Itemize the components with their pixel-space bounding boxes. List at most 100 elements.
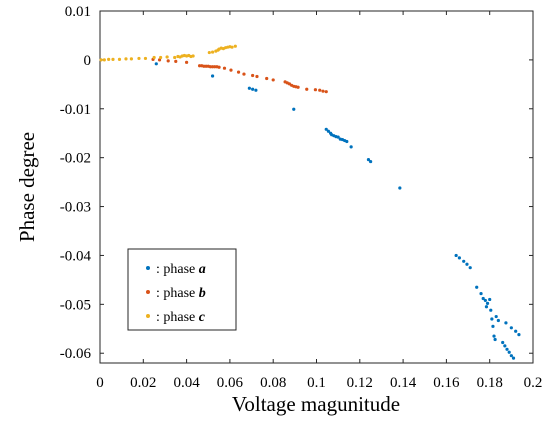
phase-a-point bbox=[488, 297, 492, 302]
phase-b-point bbox=[242, 72, 246, 76]
y-tick-label: -0.01 bbox=[60, 102, 91, 118]
phase-b-point bbox=[166, 59, 170, 63]
x-tick-label: 0.06 bbox=[217, 375, 244, 391]
phase-b-point bbox=[217, 65, 221, 69]
phase-b-point bbox=[222, 66, 227, 70]
legend-label-phase-c: : phase c bbox=[156, 310, 206, 325]
phase-a-point bbox=[503, 344, 507, 348]
y-tick-label: -0.05 bbox=[60, 297, 91, 313]
phase-a-point bbox=[496, 318, 500, 323]
x-tick-label: 0.02 bbox=[130, 375, 156, 391]
phase-a-point bbox=[493, 337, 497, 342]
phase-c-point bbox=[173, 55, 177, 60]
phase-a-point bbox=[491, 324, 495, 328]
legend-marker-phase-a bbox=[146, 266, 150, 270]
phase-a-point bbox=[514, 329, 518, 333]
x-tick-label: 0.08 bbox=[260, 375, 286, 391]
legend-label-phase-a: : phase a bbox=[156, 262, 206, 277]
phase-c-point bbox=[102, 58, 106, 62]
phase-a-point bbox=[254, 88, 258, 92]
phase-a-point bbox=[324, 127, 328, 131]
phase-a-point bbox=[454, 253, 458, 258]
phase-c-point bbox=[117, 57, 122, 62]
phase-c-point bbox=[230, 45, 234, 49]
phase-a-point bbox=[210, 74, 215, 78]
x-tick-label: 0.2 bbox=[524, 375, 543, 391]
phase-b-point bbox=[157, 58, 162, 62]
phase-b-point bbox=[271, 78, 275, 82]
phase-a-point bbox=[504, 321, 508, 325]
phase-a-point bbox=[398, 186, 402, 190]
phase-a-point bbox=[468, 266, 472, 270]
phase-b-point bbox=[321, 89, 325, 93]
x-tick-label: 0.04 bbox=[173, 375, 200, 391]
phase-c-point bbox=[143, 56, 148, 61]
phase-a-point bbox=[475, 285, 479, 289]
phase-a-point bbox=[251, 87, 255, 91]
y-axis: 0.01 0 -0.01 -0.02 -0.03 -0.04 -0.05 -0.06 bbox=[60, 4, 533, 362]
phase-a-point bbox=[507, 350, 511, 354]
phase-c-point bbox=[111, 57, 115, 62]
legend-label-phase-b: : phase b bbox=[156, 286, 206, 301]
phase-a-point bbox=[481, 296, 485, 301]
phase-a-point bbox=[509, 326, 513, 330]
phase-a-point bbox=[465, 262, 469, 266]
phase-b-point bbox=[296, 85, 300, 89]
phase-a-point bbox=[485, 301, 490, 305]
y-tick-label: -0.02 bbox=[60, 151, 91, 167]
phase-b-point bbox=[305, 87, 309, 91]
phase-b-point bbox=[255, 74, 259, 79]
phase-c-point bbox=[233, 44, 237, 48]
phase-a-point bbox=[292, 107, 296, 111]
phase-b-point bbox=[174, 59, 178, 63]
phase-c-point bbox=[159, 55, 163, 60]
x-tick-label: 0.16 bbox=[433, 375, 460, 391]
phase-b-point bbox=[265, 76, 269, 81]
x-tick-label: 0.14 bbox=[390, 375, 417, 391]
phase-a-point bbox=[154, 62, 158, 66]
legend: : phase a : phase b : phase c bbox=[127, 248, 237, 331]
phase-c-point bbox=[165, 55, 169, 59]
x-axis: 0 0.02 0.04 0.06 0.08 0.1 0.12 0.14 0.16 0.18 0.2 bbox=[96, 11, 542, 391]
y-axis-title: Phase degree bbox=[15, 132, 39, 242]
phase-c-point bbox=[124, 57, 128, 61]
phase-a-point bbox=[505, 347, 509, 351]
phase-a-point bbox=[369, 159, 373, 164]
legend-box bbox=[127, 248, 237, 331]
x-tick-label: 0.12 bbox=[347, 375, 373, 391]
phase-a-point bbox=[479, 291, 483, 296]
phase-a-point bbox=[492, 334, 496, 338]
phase-c-point bbox=[210, 50, 215, 54]
phase-a-point bbox=[345, 139, 349, 144]
phase-c-point bbox=[99, 58, 103, 62]
phase-a-point bbox=[489, 308, 493, 312]
phase-a-point bbox=[326, 129, 331, 133]
phase-a-point bbox=[336, 135, 340, 139]
phase-a-point bbox=[517, 333, 521, 337]
phase-b-point bbox=[229, 68, 233, 72]
phase-a-point bbox=[501, 340, 505, 345]
phase-a-point bbox=[247, 86, 251, 90]
y-tick-label: 0 bbox=[84, 53, 92, 69]
x-axis-title: Voltage magunitude bbox=[232, 392, 400, 416]
phase-b-point bbox=[318, 88, 322, 92]
phase-a-point bbox=[483, 298, 487, 303]
phase-a-point bbox=[511, 356, 516, 360]
phase-c-point bbox=[129, 57, 133, 61]
phase-b-point bbox=[251, 73, 255, 78]
data-points bbox=[99, 44, 521, 360]
y-tick-label: 0.01 bbox=[65, 4, 91, 20]
legend-marker-phase-c bbox=[146, 314, 150, 318]
x-tick-label: 0 bbox=[96, 375, 104, 391]
x-tick-label: 0.18 bbox=[477, 375, 503, 391]
phase-c-point bbox=[152, 55, 156, 60]
phase-a-point bbox=[484, 305, 489, 309]
y-tick-label: -0.06 bbox=[60, 346, 92, 362]
phase-a-point bbox=[349, 145, 353, 149]
phase-c-point bbox=[137, 56, 141, 61]
y-tick-label: -0.04 bbox=[60, 248, 92, 264]
x-tick-label: 0.1 bbox=[307, 375, 326, 391]
phase-c-point bbox=[107, 57, 111, 62]
phase-c-point bbox=[191, 54, 195, 58]
